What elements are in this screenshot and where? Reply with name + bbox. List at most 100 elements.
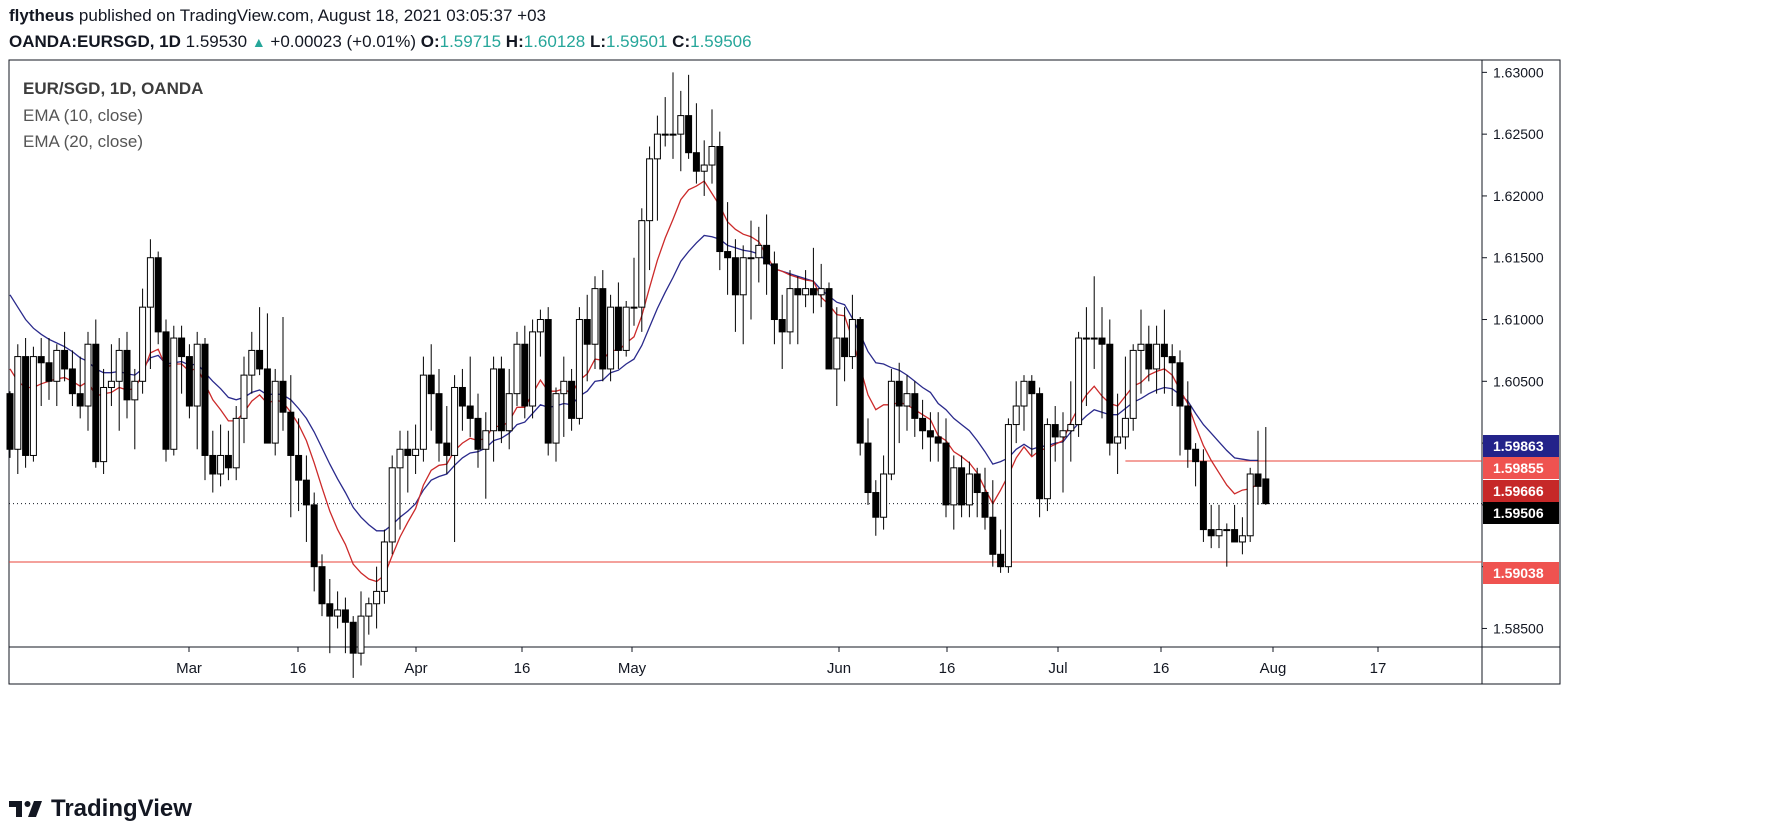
candle-body bbox=[1215, 529, 1223, 537]
candle-body bbox=[536, 319, 544, 333]
candle-body bbox=[193, 343, 201, 407]
bearish-candle bbox=[934, 412, 942, 462]
candle-body bbox=[115, 349, 123, 382]
legend-ema20[interactable]: EMA (20, close) bbox=[23, 132, 143, 151]
bearish-candle bbox=[1051, 406, 1059, 462]
candle-body bbox=[287, 411, 295, 456]
candle-body bbox=[809, 288, 817, 296]
bullish-candle bbox=[677, 90, 685, 172]
chart-frame bbox=[8, 59, 1561, 685]
bearish-candle bbox=[958, 455, 966, 518]
candle-body bbox=[646, 158, 654, 222]
bearish-candle bbox=[942, 418, 950, 518]
candle-body bbox=[279, 380, 287, 413]
bullish-candle bbox=[232, 406, 240, 481]
bullish-candle bbox=[965, 461, 973, 518]
bearish-candle bbox=[856, 317, 864, 456]
bullish-candle bbox=[1059, 412, 1067, 493]
bearish-candle bbox=[1176, 350, 1184, 456]
candle-body bbox=[575, 319, 583, 419]
candle-body bbox=[256, 349, 264, 370]
bearish-candle bbox=[68, 350, 76, 407]
bearish-candle bbox=[349, 616, 357, 678]
bearish-candle bbox=[770, 251, 778, 345]
bullish-candle bbox=[591, 276, 599, 369]
bearish-candle bbox=[1184, 381, 1192, 468]
candle-body bbox=[185, 356, 193, 407]
bullish-candle bbox=[880, 455, 888, 530]
open-label: O: bbox=[420, 32, 440, 51]
bullish-candle bbox=[388, 455, 396, 555]
bearish-candle bbox=[895, 362, 903, 444]
x-tick-label: May bbox=[618, 660, 647, 677]
candle-body bbox=[29, 356, 37, 456]
x-tick-label: 17 bbox=[1370, 660, 1387, 677]
price-label-bg bbox=[1483, 457, 1559, 479]
candle-body bbox=[232, 417, 240, 469]
bearish-candle bbox=[123, 331, 131, 419]
bearish-candle bbox=[1160, 309, 1168, 394]
bullish-candle bbox=[53, 344, 61, 407]
candle-body bbox=[926, 430, 934, 438]
symbol-label: OANDA:EURSGD, 1D bbox=[9, 32, 181, 51]
bearish-candle bbox=[310, 492, 318, 592]
bullish-candle bbox=[248, 331, 256, 394]
bullish-candle bbox=[552, 387, 560, 462]
bullish-candle bbox=[536, 309, 544, 357]
candle-body bbox=[817, 288, 825, 296]
bullish-candle bbox=[1215, 504, 1223, 549]
candle-body bbox=[880, 473, 888, 518]
bullish-candle bbox=[903, 375, 911, 431]
bearish-candle bbox=[926, 412, 934, 462]
candle-body bbox=[1121, 417, 1129, 438]
candle-body bbox=[919, 417, 927, 432]
bearish-candle bbox=[209, 430, 217, 493]
y-tick-label: 1.58500 bbox=[1493, 620, 1544, 636]
candle-body bbox=[692, 152, 700, 172]
price-label: 1.59863 bbox=[1483, 435, 1559, 457]
bullish-candle bbox=[1090, 276, 1098, 369]
bullish-candle bbox=[451, 375, 459, 542]
bearish-candle bbox=[973, 467, 981, 518]
bearish-candle bbox=[872, 480, 880, 536]
bullish-candle bbox=[482, 412, 490, 499]
price-label-text: 1.59666 bbox=[1493, 483, 1544, 499]
low-label: L: bbox=[589, 32, 606, 51]
price-label: 1.59506 bbox=[1483, 502, 1559, 524]
price-label-bg bbox=[1483, 562, 1559, 584]
candle-body bbox=[1231, 529, 1239, 543]
candle-body bbox=[388, 467, 396, 543]
candle-body bbox=[841, 337, 849, 358]
legend-ema10[interactable]: EMA (10, close) bbox=[23, 106, 143, 125]
tradingview-logo[interactable]: TradingView bbox=[9, 795, 192, 823]
price-label-text: 1.59506 bbox=[1493, 505, 1544, 521]
bearish-candle bbox=[521, 325, 529, 419]
bearish-candle bbox=[256, 307, 264, 376]
bullish-candle bbox=[1121, 356, 1129, 450]
bearish-candle bbox=[825, 282, 833, 370]
bearish-candle bbox=[61, 331, 69, 382]
candle-body bbox=[310, 504, 318, 568]
price-label: 1.59666 bbox=[1483, 480, 1559, 502]
bullish-candle bbox=[607, 294, 615, 382]
candle-body bbox=[607, 306, 615, 370]
bullish-candle bbox=[419, 356, 427, 462]
candle-body bbox=[677, 115, 685, 135]
bearish-candle bbox=[45, 338, 53, 400]
candle-body bbox=[1051, 424, 1059, 438]
bullish-candle bbox=[14, 344, 22, 474]
candle-body bbox=[708, 146, 716, 166]
bullish-candle bbox=[560, 356, 568, 437]
publisher-name[interactable]: flytheus bbox=[9, 6, 75, 25]
price-label-bg bbox=[1483, 435, 1559, 457]
bullish-candle bbox=[646, 146, 654, 271]
bullish-candle bbox=[1067, 381, 1075, 462]
candle-body bbox=[435, 393, 443, 444]
candle-body bbox=[1184, 405, 1192, 450]
candle-body bbox=[981, 492, 989, 518]
candle-body bbox=[630, 306, 638, 309]
bullish-candle bbox=[1137, 309, 1145, 394]
candle-body bbox=[544, 319, 552, 444]
bearish-candle bbox=[997, 529, 1005, 573]
